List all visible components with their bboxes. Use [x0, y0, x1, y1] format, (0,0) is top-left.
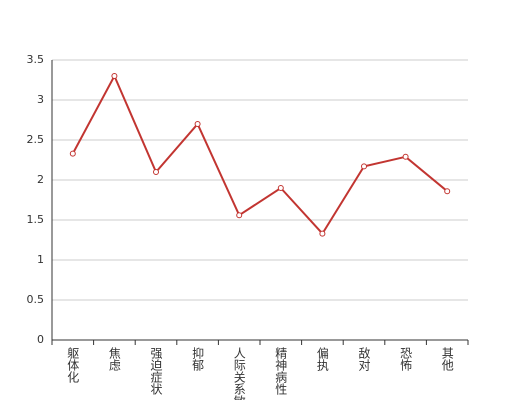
- y-tick-label: 3.5: [27, 53, 45, 66]
- point: [277, 185, 284, 191]
- point: [153, 169, 159, 175]
- x-tick-label: 躯体化: [66, 346, 80, 384]
- x-tick-label: 精神病性: [274, 347, 288, 396]
- point: [236, 212, 243, 219]
- y-tick-label: 1: [37, 253, 44, 266]
- y-tick-label: 0.5: [27, 293, 45, 306]
- x-tick-label: 强迫症状: [149, 347, 163, 395]
- point: [444, 188, 451, 195]
- x-tick-label: 其他: [440, 347, 454, 371]
- y-tick-label: 0: [37, 333, 44, 346]
- x-tick-label: 人际关系敏感: [232, 347, 246, 400]
- x-tick-label: 恐怖: [399, 347, 413, 371]
- point: [111, 73, 118, 79]
- line: [71, 73, 448, 236]
- x-tick-label: 敌对: [357, 346, 371, 371]
- y-tick-label: 3: [37, 93, 44, 106]
- point: [194, 121, 201, 127]
- y-tick-label: 1.5: [27, 213, 45, 226]
- x-tick-label: 偏执: [315, 346, 329, 372]
- point: [319, 230, 326, 237]
- point: [402, 153, 409, 160]
- x-tick-label: 抑郁: [191, 346, 205, 372]
- x-tick-label: 焦虑: [107, 347, 121, 371]
- point: [361, 163, 367, 170]
- y-tick-label: 2: [37, 173, 44, 186]
- point: [69, 150, 76, 157]
- y-tick-label: 2.5: [27, 133, 45, 146]
